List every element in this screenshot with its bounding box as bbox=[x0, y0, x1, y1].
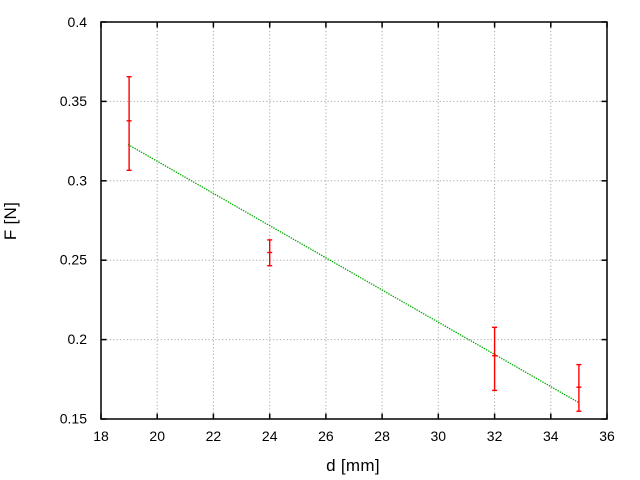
svg-text:0.25: 0.25 bbox=[60, 252, 87, 268]
svg-text:0.15: 0.15 bbox=[60, 411, 87, 427]
svg-text:22: 22 bbox=[206, 428, 222, 444]
svg-text:30: 30 bbox=[431, 428, 447, 444]
svg-text:24: 24 bbox=[262, 428, 278, 444]
svg-text:20: 20 bbox=[149, 428, 165, 444]
svg-text:F [N]: F [N] bbox=[1, 202, 20, 240]
svg-text:0.3: 0.3 bbox=[68, 172, 88, 188]
svg-text:18: 18 bbox=[93, 428, 109, 444]
svg-text:d [mm]: d [mm] bbox=[326, 456, 380, 475]
svg-text:34: 34 bbox=[543, 428, 559, 444]
svg-text:28: 28 bbox=[374, 428, 390, 444]
svg-text:26: 26 bbox=[318, 428, 334, 444]
svg-text:36: 36 bbox=[599, 428, 615, 444]
svg-text:0.4: 0.4 bbox=[68, 14, 88, 30]
svg-text:0.35: 0.35 bbox=[60, 93, 87, 109]
svg-text:32: 32 bbox=[487, 428, 503, 444]
svg-text:0.2: 0.2 bbox=[68, 331, 88, 347]
